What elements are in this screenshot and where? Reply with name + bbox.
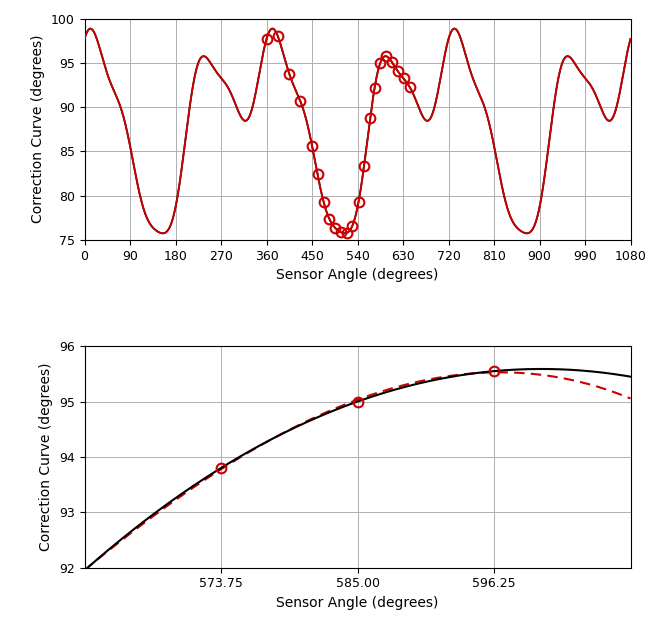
X-axis label: Sensor Angle (degrees): Sensor Angle (degrees) (276, 596, 439, 610)
Y-axis label: Correction Curve (degrees): Correction Curve (degrees) (31, 35, 46, 223)
Y-axis label: Correction Curve (degrees): Correction Curve (degrees) (40, 363, 53, 551)
X-axis label: Sensor Angle (degrees): Sensor Angle (degrees) (276, 268, 439, 282)
